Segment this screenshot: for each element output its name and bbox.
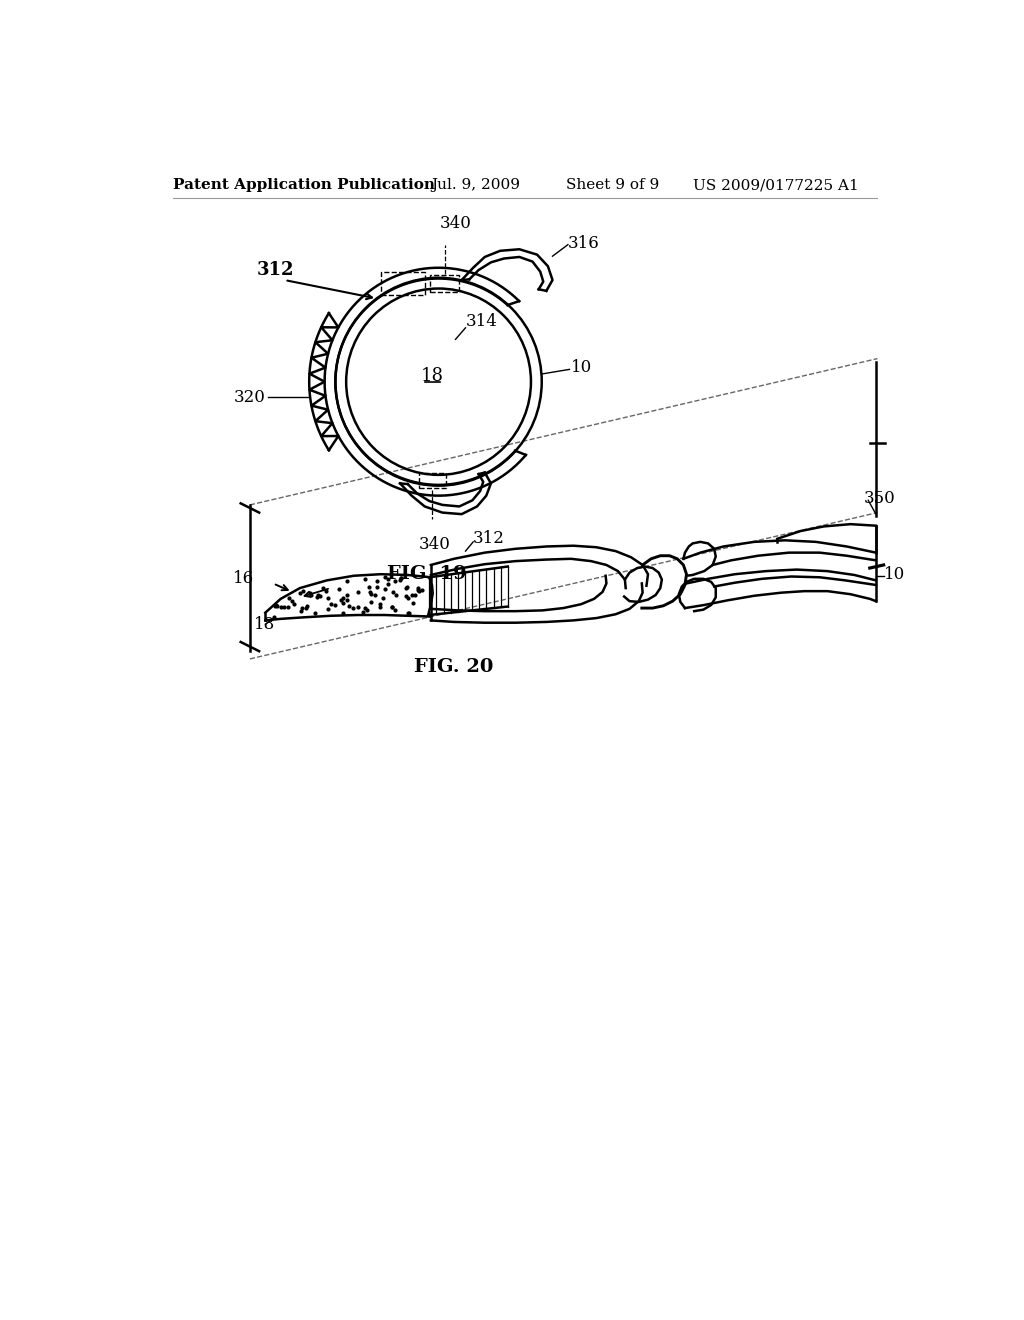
Text: Sheet 9 of 9: Sheet 9 of 9: [565, 178, 658, 193]
Text: 312: 312: [257, 261, 294, 279]
Text: 10: 10: [571, 359, 592, 376]
Text: 320: 320: [233, 388, 265, 405]
Text: 316: 316: [568, 235, 600, 252]
Text: 350: 350: [863, 490, 895, 507]
Text: FIG. 19: FIG. 19: [387, 565, 467, 583]
Text: 18: 18: [254, 615, 275, 632]
Text: 18: 18: [421, 367, 443, 384]
Bar: [381, 272, 425, 296]
Text: 340: 340: [439, 215, 471, 232]
Bar: [430, 275, 460, 292]
Text: 10: 10: [884, 566, 905, 582]
Text: Jul. 9, 2009: Jul. 9, 2009: [431, 178, 520, 193]
Text: 312: 312: [473, 531, 505, 548]
Text: 340: 340: [419, 536, 451, 553]
Bar: [419, 473, 446, 488]
Text: Patent Application Publication: Patent Application Publication: [173, 178, 435, 193]
Text: 16: 16: [232, 569, 254, 586]
Text: US 2009/0177225 A1: US 2009/0177225 A1: [692, 178, 858, 193]
Text: 314: 314: [466, 313, 498, 330]
Text: FIG. 20: FIG. 20: [415, 657, 494, 676]
